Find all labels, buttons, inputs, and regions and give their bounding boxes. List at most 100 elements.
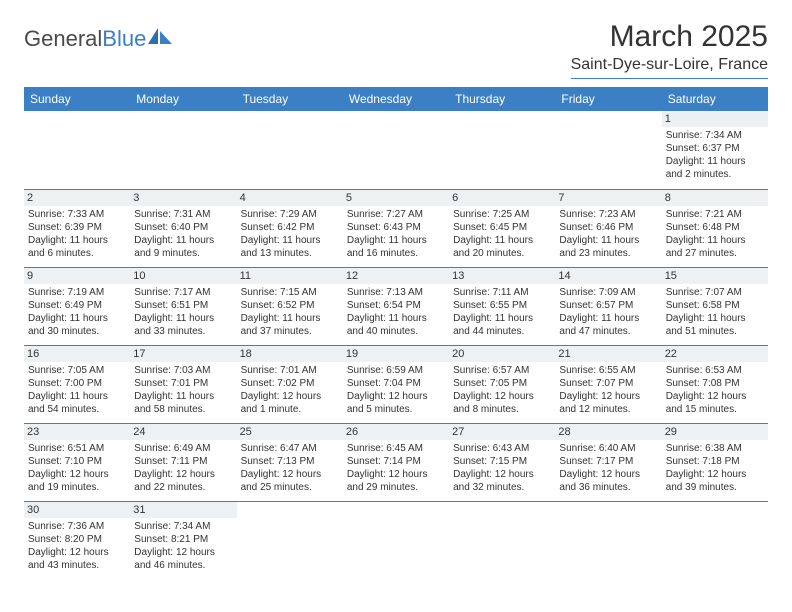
calendar-row: 2Sunrise: 7:33 AMSunset: 6:39 PMDaylight… bbox=[24, 189, 768, 267]
sunrise-text: Sunrise: 7:21 AM bbox=[666, 208, 764, 221]
daylight-text: Daylight: 12 hours bbox=[559, 390, 657, 403]
daylight-text: and 43 minutes. bbox=[28, 559, 126, 572]
daylight-text: Daylight: 11 hours bbox=[666, 312, 764, 325]
calendar-row: 30Sunrise: 7:36 AMSunset: 8:20 PMDayligh… bbox=[24, 501, 768, 579]
sunset-text: Sunset: 7:05 PM bbox=[453, 377, 551, 390]
sunset-text: Sunset: 6:54 PM bbox=[347, 299, 445, 312]
daylight-text: and 33 minutes. bbox=[134, 325, 232, 338]
daylight-text: Daylight: 12 hours bbox=[241, 468, 339, 481]
calendar-row: 1Sunrise: 7:34 AMSunset: 6:37 PMDaylight… bbox=[24, 111, 768, 189]
day-number: 20 bbox=[449, 346, 555, 362]
daylight-text: Daylight: 11 hours bbox=[347, 234, 445, 247]
location-label: Saint-Dye-sur-Loire, France bbox=[571, 56, 768, 79]
calendar-cell: 22Sunrise: 6:53 AMSunset: 7:08 PMDayligh… bbox=[662, 345, 768, 423]
daylight-text: Daylight: 12 hours bbox=[134, 468, 232, 481]
calendar-cell: 15Sunrise: 7:07 AMSunset: 6:58 PMDayligh… bbox=[662, 267, 768, 345]
sunrise-text: Sunrise: 7:11 AM bbox=[453, 286, 551, 299]
day-number: 10 bbox=[130, 268, 236, 284]
daylight-text: Daylight: 11 hours bbox=[241, 234, 339, 247]
sunset-text: Sunset: 6:51 PM bbox=[134, 299, 232, 312]
sunrise-text: Sunrise: 6:55 AM bbox=[559, 364, 657, 377]
sunset-text: Sunset: 7:10 PM bbox=[28, 455, 126, 468]
sunrise-text: Sunrise: 7:36 AM bbox=[28, 520, 126, 533]
calendar-cell: 28Sunrise: 6:40 AMSunset: 7:17 PMDayligh… bbox=[555, 423, 661, 501]
calendar-cell: 31Sunrise: 7:34 AMSunset: 8:21 PMDayligh… bbox=[130, 501, 236, 579]
logo-sail-icon bbox=[148, 26, 174, 52]
daylight-text: Daylight: 12 hours bbox=[453, 468, 551, 481]
day-number: 26 bbox=[343, 424, 449, 440]
calendar-cell: 17Sunrise: 7:03 AMSunset: 7:01 PMDayligh… bbox=[130, 345, 236, 423]
calendar-cell: 24 Sunrise: 6:49 AMSunset: 7:11 PMDayligh… bbox=[130, 423, 236, 501]
daylight-text: and 25 minutes. bbox=[241, 481, 339, 494]
daylight-text: and 37 minutes. bbox=[241, 325, 339, 338]
sunrise-text: Sunrise: 6:45 AM bbox=[347, 442, 445, 455]
sunset-text: Sunset: 6:45 PM bbox=[453, 221, 551, 234]
day-number: 9 bbox=[24, 268, 130, 284]
sunrise-text: Sunrise: 7:34 AM bbox=[666, 129, 764, 142]
day-number: 24 bbox=[130, 424, 236, 440]
calendar-table: Sunday Monday Tuesday Wednesday Thursday… bbox=[24, 87, 768, 579]
calendar-cell bbox=[555, 501, 661, 579]
sunrise-text: Sunrise: 7:23 AM bbox=[559, 208, 657, 221]
day-number: 28 bbox=[555, 424, 661, 440]
day-number: 13 bbox=[449, 268, 555, 284]
calendar-cell: 18Sunrise: 7:01 AMSunset: 7:02 PMDayligh… bbox=[237, 345, 343, 423]
day-number: 11 bbox=[237, 268, 343, 284]
sunset-text: Sunset: 6:46 PM bbox=[559, 221, 657, 234]
sunset-text: Sunset: 6:52 PM bbox=[241, 299, 339, 312]
day-number: 4 bbox=[237, 190, 343, 206]
weekday-header: Thursday bbox=[449, 87, 555, 111]
sunset-text: Sunset: 7:14 PM bbox=[347, 455, 445, 468]
daylight-text: and 1 minute. bbox=[241, 403, 339, 416]
month-title: March 2025 bbox=[571, 20, 768, 54]
calendar-cell: 11 Sunrise: 7:15 AMSunset: 6:52 PMDayligh… bbox=[237, 267, 343, 345]
daylight-text: and 12 minutes. bbox=[559, 403, 657, 416]
sunrise-text: Sunrise: 7:01 AM bbox=[241, 364, 339, 377]
day-number: 31 bbox=[130, 502, 236, 518]
daylight-text: Daylight: 12 hours bbox=[666, 468, 764, 481]
daylight-text: Daylight: 12 hours bbox=[559, 468, 657, 481]
sunrise-text: Sunrise: 6:49 AM bbox=[134, 442, 232, 455]
daylight-text: and 9 minutes. bbox=[134, 247, 232, 260]
calendar-cell: 14Sunrise: 7:09 AMSunset: 6:57 PMDayligh… bbox=[555, 267, 661, 345]
calendar-cell bbox=[343, 111, 449, 189]
sunset-text: Sunset: 7:04 PM bbox=[347, 377, 445, 390]
calendar-cell bbox=[343, 501, 449, 579]
day-number: 19 bbox=[343, 346, 449, 362]
daylight-text: and 22 minutes. bbox=[134, 481, 232, 494]
calendar-cell: 4Sunrise: 7:29 AMSunset: 6:42 PMDaylight… bbox=[237, 189, 343, 267]
sunset-text: Sunset: 8:20 PM bbox=[28, 533, 126, 546]
daylight-text: Daylight: 12 hours bbox=[28, 468, 126, 481]
calendar-cell bbox=[662, 501, 768, 579]
sunset-text: Sunset: 7:07 PM bbox=[559, 377, 657, 390]
calendar-row: 23Sunrise: 6:51 AMSunset: 7:10 PMDayligh… bbox=[24, 423, 768, 501]
sunrise-text: Sunrise: 7:15 AM bbox=[241, 286, 339, 299]
sunrise-text: Sunrise: 6:43 AM bbox=[453, 442, 551, 455]
calendar-cell: 13Sunrise: 7:11 AMSunset: 6:55 PMDayligh… bbox=[449, 267, 555, 345]
sunset-text: Sunset: 7:01 PM bbox=[134, 377, 232, 390]
sunrise-text: Sunrise: 6:57 AM bbox=[453, 364, 551, 377]
sunset-text: Sunset: 7:17 PM bbox=[559, 455, 657, 468]
day-number: 22 bbox=[662, 346, 768, 362]
calendar-row: 9Sunrise: 7:19 AMSunset: 6:49 PMDaylight… bbox=[24, 267, 768, 345]
day-number: 30 bbox=[24, 502, 130, 518]
calendar-cell bbox=[130, 111, 236, 189]
day-number: 7 bbox=[555, 190, 661, 206]
sunrise-text: Sunrise: 7:19 AM bbox=[28, 286, 126, 299]
sunset-text: Sunset: 7:11 PM bbox=[134, 455, 232, 468]
sunrise-text: Sunrise: 7:25 AM bbox=[453, 208, 551, 221]
sunrise-text: Sunrise: 6:53 AM bbox=[666, 364, 764, 377]
daylight-text: Daylight: 11 hours bbox=[453, 234, 551, 247]
day-number: 18 bbox=[237, 346, 343, 362]
day-number: 17 bbox=[130, 346, 236, 362]
day-number: 21 bbox=[555, 346, 661, 362]
daylight-text: Daylight: 11 hours bbox=[28, 312, 126, 325]
daylight-text: Daylight: 11 hours bbox=[666, 155, 764, 168]
daylight-text: and 40 minutes. bbox=[347, 325, 445, 338]
daylight-text: Daylight: 11 hours bbox=[241, 312, 339, 325]
daylight-text: Daylight: 11 hours bbox=[28, 234, 126, 247]
sunset-text: Sunset: 6:58 PM bbox=[666, 299, 764, 312]
calendar-cell bbox=[24, 111, 130, 189]
daylight-text: and 6 minutes. bbox=[28, 247, 126, 260]
daylight-text: and 30 minutes. bbox=[28, 325, 126, 338]
